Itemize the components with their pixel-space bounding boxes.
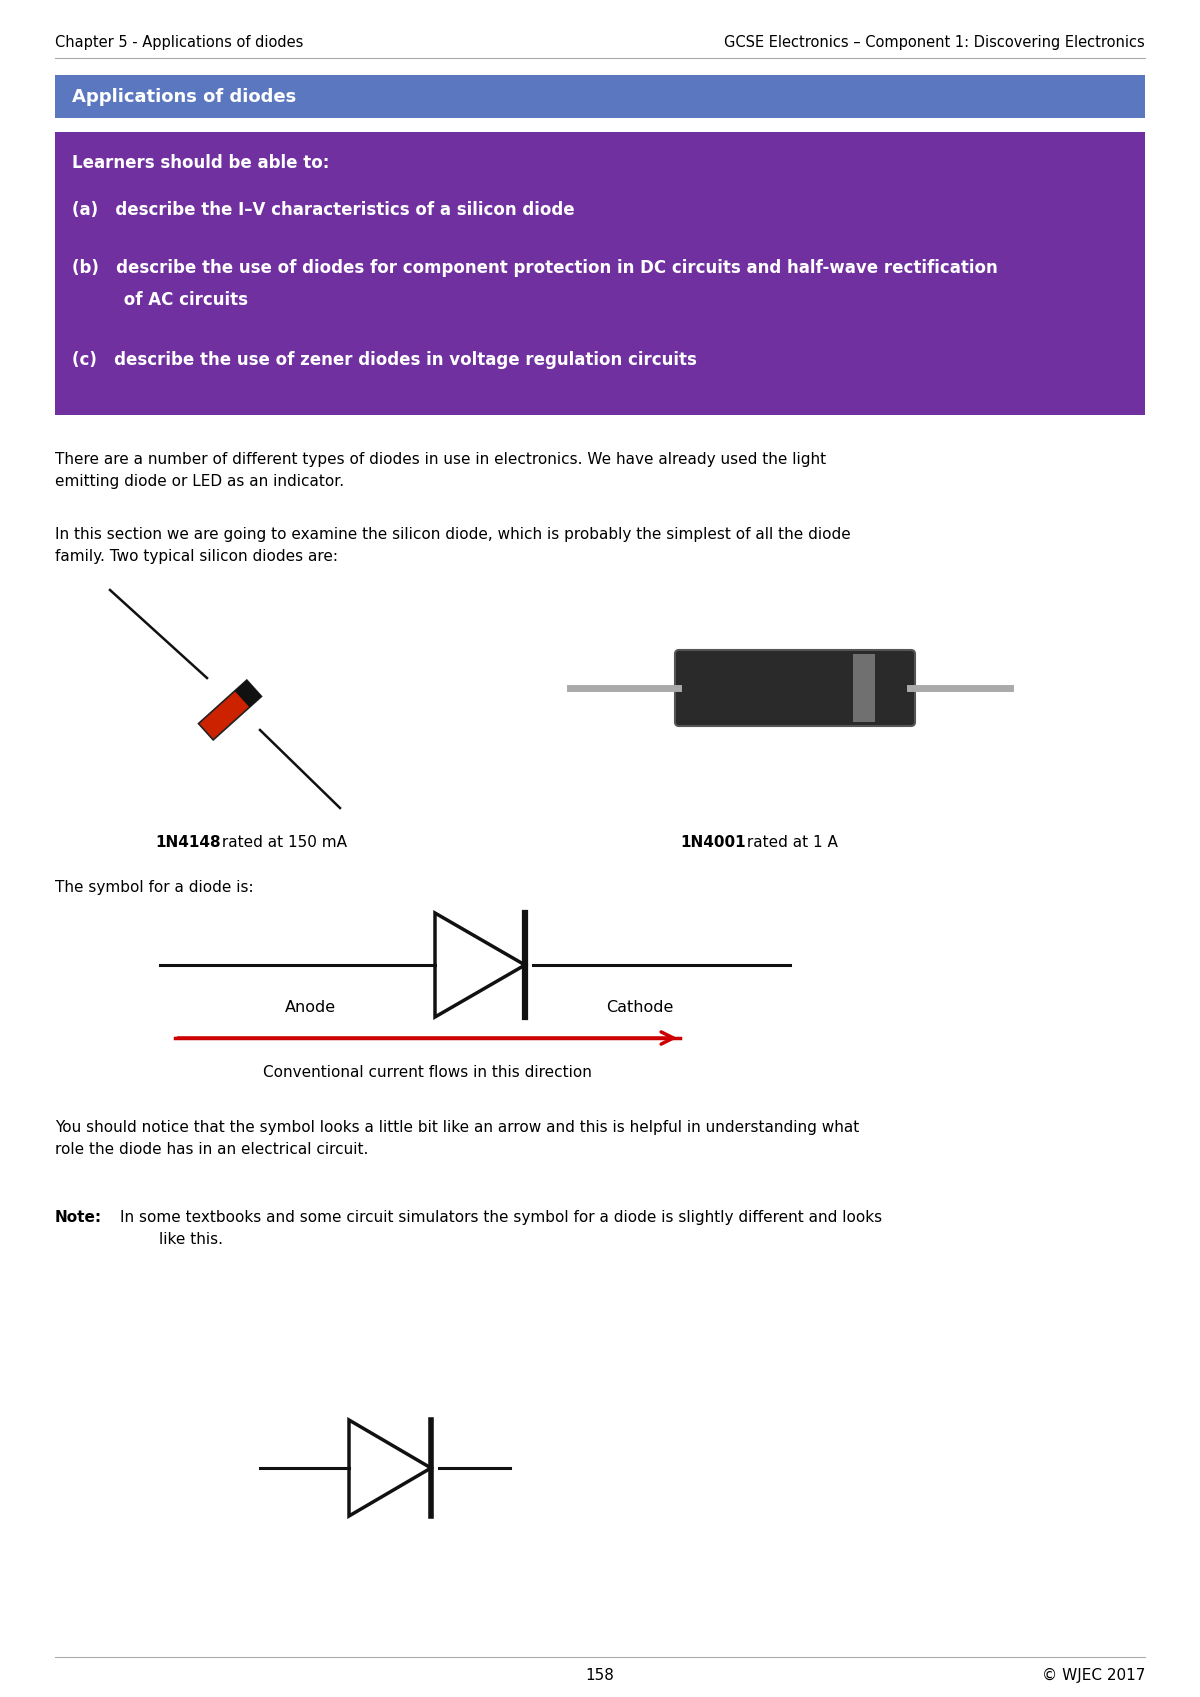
Text: (b)   describe the use of diodes for component protection in DC circuits and hal: (b) describe the use of diodes for compo… [72,260,997,277]
Polygon shape [349,1420,431,1515]
Text: Chapter 5 - Applications of diodes: Chapter 5 - Applications of diodes [55,34,304,49]
Text: rated at 150 mA: rated at 150 mA [217,835,347,850]
Text: Anode: Anode [284,1000,336,1015]
Text: Cathode: Cathode [606,1000,673,1015]
Text: (c)   describe the use of zener diodes in voltage regulation circuits: (c) describe the use of zener diodes in … [72,351,697,368]
Text: In some textbooks and some circuit simulators the symbol for a diode is slightly: In some textbooks and some circuit simul… [120,1210,882,1247]
Text: The symbol for a diode is:: The symbol for a diode is: [55,881,253,894]
Text: Applications of diodes: Applications of diodes [72,88,296,105]
Text: (a)   describe the I–V characteristics of a silicon diode: (a) describe the I–V characteristics of … [72,200,575,219]
Text: There are a number of different types of diodes in use in electronics. We have a: There are a number of different types of… [55,451,826,489]
Text: GCSE Electronics – Component 1: Discovering Electronics: GCSE Electronics – Component 1: Discover… [725,34,1145,49]
FancyBboxPatch shape [55,132,1145,416]
Text: 1N4001: 1N4001 [680,835,745,850]
FancyBboxPatch shape [853,653,875,721]
Text: 158: 158 [586,1668,614,1682]
Text: rated at 1 A: rated at 1 A [742,835,838,850]
Text: In this section we are going to examine the silicon diode, which is probably the: In this section we are going to examine … [55,528,851,563]
Text: © WJEC 2017: © WJEC 2017 [1042,1668,1145,1682]
Text: 1N4148: 1N4148 [155,835,221,850]
Polygon shape [198,680,262,740]
Text: of AC circuits: of AC circuits [72,290,248,309]
FancyBboxPatch shape [55,75,1145,119]
Polygon shape [235,680,262,708]
Polygon shape [436,913,526,1017]
Text: Conventional current flows in this direction: Conventional current flows in this direc… [263,1066,592,1079]
FancyBboxPatch shape [674,650,916,726]
Text: Note:: Note: [55,1210,102,1225]
Text: Learners should be able to:: Learners should be able to: [72,154,329,171]
Text: You should notice that the symbol looks a little bit like an arrow and this is h: You should notice that the symbol looks … [55,1120,859,1157]
